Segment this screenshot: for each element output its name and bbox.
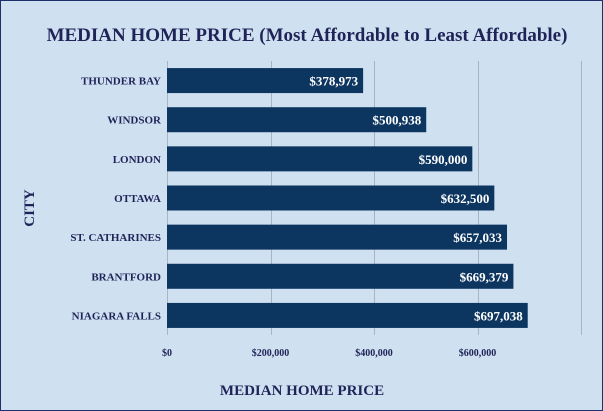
category-label: BRANTFORD (91, 271, 161, 283)
bar (167, 68, 364, 94)
bar (167, 185, 495, 211)
x-axis-title: MEDIAN HOME PRICE (220, 383, 384, 399)
data-label: $378,973 (309, 74, 358, 89)
bar (167, 302, 528, 328)
data-label: $632,500 (441, 191, 490, 206)
x-tick-labels: $0 $200,000 $400,000 $600,000 (162, 348, 496, 359)
category-label: THUNDER BAY (81, 76, 161, 88)
data-label: $590,000 (419, 152, 468, 167)
x-tick-label: $200,000 (252, 348, 290, 359)
data-label: $500,938 (372, 113, 421, 128)
category-label: LONDON (113, 154, 161, 166)
x-tick-label: $600,000 (459, 348, 497, 359)
chart-title: MEDIAN HOME PRICE (Most Affordable to Le… (47, 25, 568, 46)
x-tick-label: $0 (162, 348, 172, 359)
bars: $378,973 $500,938 $590,000 $632,500 $657,033… (167, 68, 528, 328)
bar (167, 263, 514, 289)
y-axis-title: CITY (22, 189, 38, 227)
category-label: NIAGARA FALLS (72, 310, 161, 322)
bar (167, 224, 508, 250)
x-tick-label: $400,000 (355, 348, 393, 359)
category-labels: THUNDER BAY WINDSOR LONDON OTTAWA ST. CATHAR… (70, 76, 162, 323)
category-label: ST. CATHARINES (70, 232, 161, 244)
category-label: OTTAWA (114, 193, 161, 205)
bar (167, 146, 473, 172)
data-label: $669,379 (460, 269, 509, 284)
category-label: WINDSOR (107, 115, 162, 127)
bar (167, 107, 427, 133)
data-label: $697,038 (474, 308, 523, 323)
data-label: $657,033 (453, 230, 502, 245)
